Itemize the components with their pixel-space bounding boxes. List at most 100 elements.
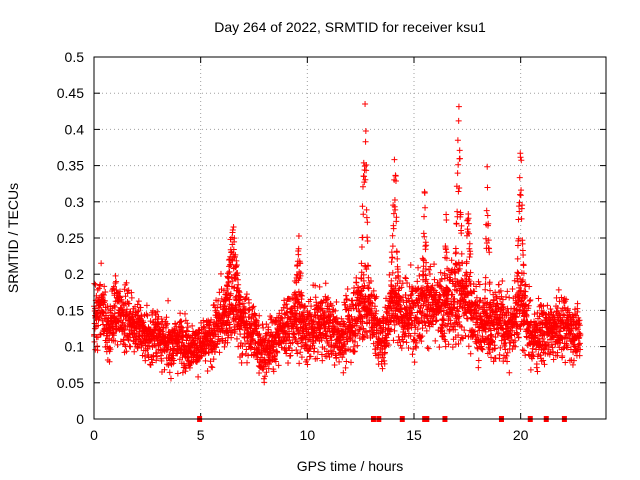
data-point [176,339,183,346]
data-point [211,327,218,334]
data-point [211,301,218,308]
data-point [518,215,525,222]
data-point [255,322,262,329]
data-point [181,310,188,317]
y-tick-label: 0 [76,411,84,427]
data-point [221,343,228,350]
data-point [249,305,256,312]
data-point [244,359,251,366]
data-point [101,297,108,304]
data-point [161,366,168,373]
data-point [184,320,191,327]
data-point [482,235,489,242]
data-point [154,308,161,315]
data-point [164,320,171,327]
data-point [155,313,162,320]
data-point [256,312,263,319]
data-point [527,297,534,304]
data-point [297,270,304,277]
data-point [423,327,430,334]
x-tick-label: 10 [300,427,316,443]
y-tick-label: 0.1 [65,339,85,355]
data-point [431,276,438,283]
y-tick-label: 0.3 [65,194,85,210]
data-point [97,331,104,338]
data-point [449,344,456,351]
data-point [364,234,371,241]
data-point [229,277,236,284]
data-point [97,281,104,288]
data-point [250,331,257,338]
data-points [91,101,584,386]
data-point [207,358,214,365]
data-point [123,348,130,355]
data-point [397,342,404,349]
data-point [426,270,433,277]
data-point [110,283,117,290]
data-point [443,217,450,224]
x-tick-label: 20 [513,427,529,443]
data-point [466,253,473,260]
data-point [421,213,428,220]
data-point [331,361,338,368]
data-point [509,286,516,293]
data-point [527,366,534,373]
data-point [388,277,395,284]
data-point [544,302,551,309]
data-point [521,282,528,289]
data-point [419,325,426,332]
data-point [243,291,250,298]
data-point [167,346,174,353]
data-point [124,290,131,297]
data-point [138,341,145,348]
data-point [482,286,489,293]
y-tick-label: 0.4 [65,121,85,137]
data-point [466,240,473,247]
data-point [402,274,409,281]
y-tick-label: 0.2 [65,266,85,282]
data-point [135,298,142,305]
data-point [296,360,303,367]
data-point [182,368,189,375]
data-point [225,314,232,321]
data-point [499,277,506,284]
data-point [265,326,272,333]
data-point [123,306,130,313]
data-point [467,269,474,276]
data-point [165,297,172,304]
data-point [225,274,232,281]
data-point [152,349,159,356]
data-point [453,249,460,256]
data-point [520,262,527,269]
data-point [96,302,103,309]
data-point [421,233,428,240]
data-point [436,344,443,351]
data-point [113,287,120,294]
data-point [202,357,209,364]
data-point [467,350,474,357]
data-point [233,335,240,342]
data-point [458,250,465,257]
data-point [526,298,533,305]
data-point [475,364,482,371]
data-point [131,348,138,355]
data-point [358,244,365,251]
data-point [443,249,450,256]
data-point [263,369,270,376]
data-point [116,293,123,300]
data-point [456,155,463,162]
data-point [200,324,207,331]
data-point [106,335,113,342]
data-point [363,167,370,174]
data-point [111,310,118,317]
data-point [208,363,215,370]
data-point [541,361,548,368]
data-point [106,344,113,351]
data-point [520,347,527,354]
data-point [182,317,189,324]
data-point [294,350,301,357]
data-point [263,321,270,328]
data-point [484,163,491,170]
data-point [237,340,244,347]
